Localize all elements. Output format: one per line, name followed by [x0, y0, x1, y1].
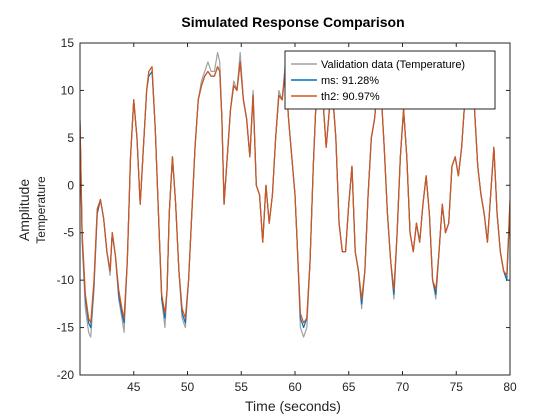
- legend-label: th2: 90.97%: [321, 91, 380, 103]
- x-axis-label: Time (seconds): [245, 398, 341, 414]
- y-axis-label: Amplitude: [16, 179, 32, 241]
- y-tick-label: 0: [67, 178, 74, 192]
- chart-title: Simulated Response Comparison: [181, 14, 404, 30]
- x-tick-label: 75: [450, 380, 464, 394]
- legend-label: ms: 91.28%: [321, 75, 379, 87]
- labels-layer: 45 50 55 60 65 70 75 80 -20 -15 -10 -5 0 5 10 15: [57, 36, 517, 394]
- legend: Validation data (Temperature) ms: 91.28% t…: [284, 50, 496, 110]
- series-layer: [80, 51, 510, 338]
- y-tick-label: 15: [61, 36, 75, 50]
- y-tick-label: -5: [63, 226, 74, 240]
- x-tick-label: 65: [342, 380, 356, 394]
- y-tick-label: -10: [57, 273, 75, 287]
- y-tick-label: 5: [67, 131, 74, 145]
- x-tick-label: 55: [235, 380, 249, 394]
- y-tick-label: 10: [61, 83, 75, 97]
- x-tick-label: 70: [396, 380, 410, 394]
- x-tick-label: 60: [288, 380, 302, 394]
- y-axis-sublabel: Temperature: [34, 176, 48, 244]
- x-tick-label: 45: [127, 380, 141, 394]
- x-tick-label: 50: [181, 380, 195, 394]
- y-tick-label: -20: [57, 368, 75, 382]
- x-tick-label: 80: [503, 380, 517, 394]
- legend-label: Validation data (Temperature): [321, 59, 465, 71]
- legend-box: [284, 50, 496, 110]
- series-line-3: [80, 61, 510, 324]
- y-tick-label: -15: [57, 321, 75, 335]
- ticks-layer: [80, 42, 511, 376]
